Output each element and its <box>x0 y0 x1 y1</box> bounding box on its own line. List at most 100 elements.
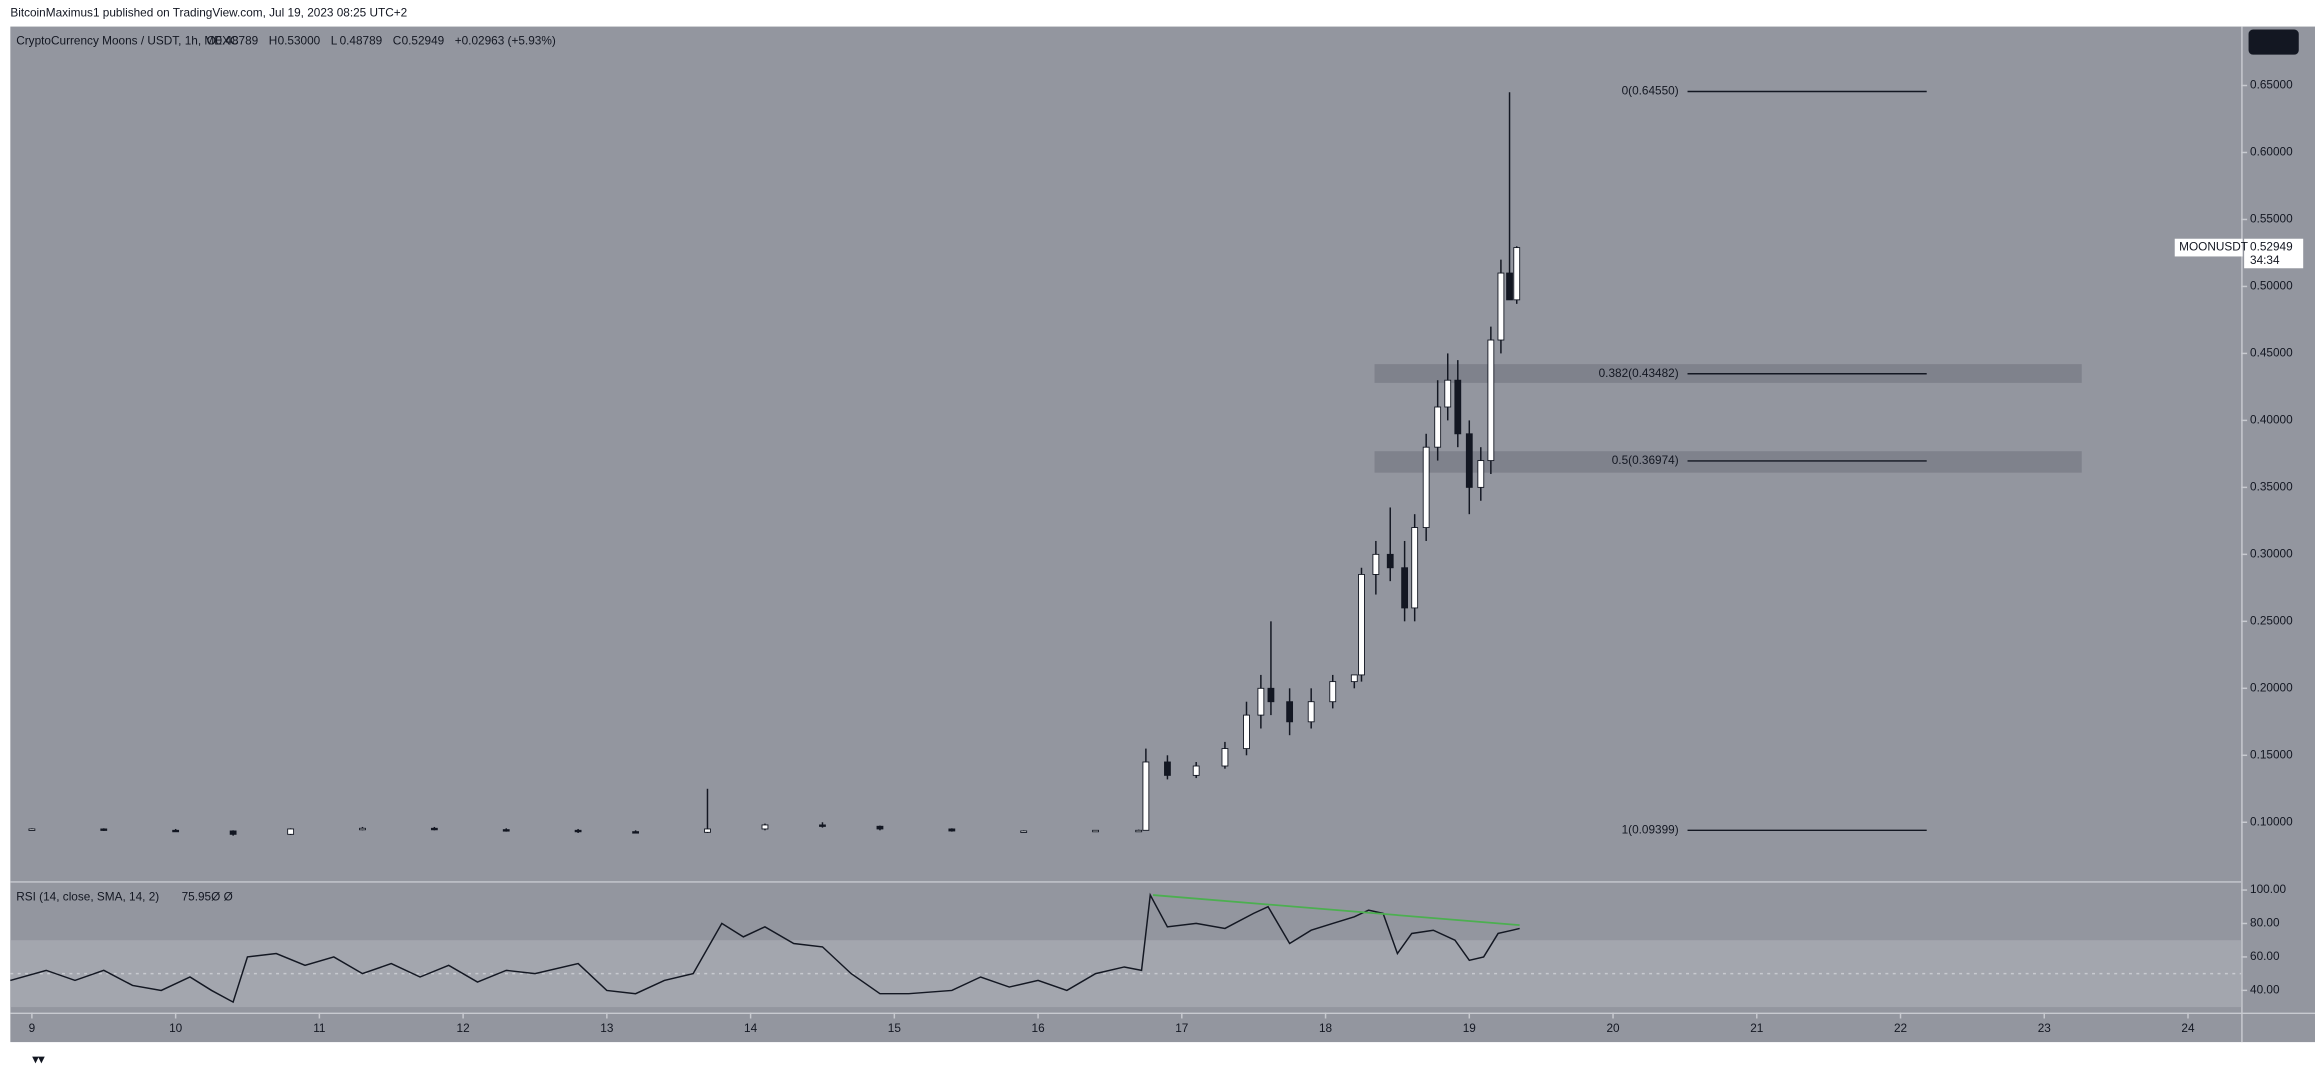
toolbar-button[interactable] <box>2248 29 2299 55</box>
y-tick-label: 0.40000 <box>2250 413 2293 427</box>
x-tick-label: 17 <box>1175 1021 1188 1035</box>
rsi-line <box>10 892 1520 1004</box>
fib-label: 0.5(0.36974) <box>1612 453 1679 467</box>
rsi-title: RSI (14, close, SMA, 14, 2) <box>16 890 159 904</box>
attribution: BitcoinMaximus1 published on TradingView… <box>10 5 407 19</box>
candle-body <box>359 827 366 831</box>
x-tick-label: 16 <box>1032 1021 1046 1035</box>
ohlc-legend-item: +0.02963 (+5.93%) <box>455 33 556 47</box>
y-tick-label: 0.30000 <box>2250 546 2293 560</box>
ohlc-legend-item: H <box>269 33 278 47</box>
candle-body <box>502 829 510 832</box>
fib-label: 0(0.64550) <box>1622 84 1679 98</box>
candle-body <box>287 828 295 835</box>
rsi-last-value: 75.95 <box>182 890 212 904</box>
candle-body <box>1386 553 1394 569</box>
price-tag-price: 0.52949 <box>2250 240 2293 254</box>
candle-body <box>1020 830 1028 833</box>
candle-body <box>1135 829 1143 833</box>
candle-body <box>28 828 36 831</box>
candle-body <box>100 828 108 831</box>
candle-body <box>1513 247 1521 301</box>
candle-body <box>574 829 582 833</box>
candle-body <box>1221 748 1229 767</box>
candle-body <box>1092 829 1099 833</box>
fib-label: 0.382(0.43482) <box>1599 366 1679 380</box>
y-tick-label: 80.00 <box>2250 916 2280 930</box>
symbol-tag-box <box>2174 238 2243 257</box>
price-tag-box <box>2244 238 2304 269</box>
y-tick-label: 0.25000 <box>2250 613 2293 627</box>
candle-body <box>704 828 711 833</box>
x-tick-label: 18 <box>1319 1021 1333 1035</box>
x-tick-label: 23 <box>2038 1021 2052 1035</box>
x-tick-label: 12 <box>457 1021 470 1035</box>
candle-body <box>1307 701 1315 723</box>
candle-body <box>172 829 180 833</box>
ohlc-legend-item: C <box>393 33 402 47</box>
candle-body <box>948 828 956 832</box>
candle-body <box>1422 446 1430 529</box>
candle-body <box>1267 687 1275 703</box>
y-tick-label: 0.35000 <box>2250 479 2293 493</box>
candle-body <box>1243 714 1250 750</box>
x-tick-label: 10 <box>169 1021 183 1035</box>
ohlc-legend-item: O <box>207 33 216 47</box>
y-tick-label: 0.20000 <box>2250 680 2293 694</box>
ohlc-legend-item: 0.48789 <box>340 33 383 47</box>
y-tick-label: 0.65000 <box>2250 78 2293 92</box>
y-tick-label: 60.00 <box>2250 949 2280 963</box>
candle-body <box>1506 272 1513 301</box>
candle-body <box>1350 674 1358 683</box>
candle-body <box>1487 339 1495 462</box>
candle-body <box>1358 574 1365 676</box>
ohlc-legend-item: L <box>331 33 338 47</box>
ohlc-legend-item: 0.52949 <box>402 33 445 47</box>
candle-body <box>1465 433 1473 488</box>
candle-body <box>761 824 769 830</box>
candle-body <box>1192 765 1200 776</box>
x-tick-label: 11 <box>313 1021 325 1035</box>
y-tick-label: 0.60000 <box>2250 145 2293 159</box>
candle-body <box>1401 567 1409 609</box>
y-tick-label: 0.10000 <box>2250 814 2293 828</box>
y-tick-label: 100.00 <box>2250 882 2287 896</box>
candle-body <box>632 831 639 834</box>
x-tick-label: 14 <box>744 1021 758 1035</box>
chart-area <box>10 26 2315 1043</box>
x-tick-label: 13 <box>600 1021 614 1035</box>
y-tick-label: 0.50000 <box>2250 279 2293 293</box>
x-tick-label: 19 <box>1463 1021 1476 1035</box>
candle-body <box>1411 527 1419 609</box>
x-tick-label: 9 <box>29 1021 36 1035</box>
candle-body <box>1257 687 1265 716</box>
candle-body <box>819 824 826 827</box>
y-tick-label: 40.00 <box>2250 982 2280 996</box>
rsi-extra: Ø Ø <box>211 890 233 904</box>
candle-body <box>1286 701 1294 723</box>
candle-body <box>430 827 438 831</box>
y-tick-label: 0.15000 <box>2250 747 2293 761</box>
candle-body <box>1444 379 1452 408</box>
candle-body <box>229 830 237 835</box>
symbol-title: CryptoCurrency Moons / USDT, 1h, MEXC <box>16 33 239 47</box>
price-tag-countdown: 34:34 <box>2250 253 2280 267</box>
candle-body <box>1329 681 1337 703</box>
y-tick-label: 0.45000 <box>2250 346 2293 360</box>
symbol-tag: MOONUSDT <box>2179 240 2248 254</box>
x-tick-label: 24 <box>2181 1021 2195 1035</box>
candle-body <box>1164 761 1171 776</box>
candle-body <box>1142 761 1150 831</box>
candle-body <box>1497 272 1505 341</box>
ohlc-legend-item: 0.53000 <box>278 33 321 47</box>
trendline <box>1152 894 1520 927</box>
candle-body <box>1454 379 1462 435</box>
x-tick-label: 20 <box>1606 1021 1620 1035</box>
x-tick-label: 22 <box>1894 1021 1907 1035</box>
candle-body <box>1477 460 1485 488</box>
fib-label: 1(0.09399) <box>1622 822 1679 836</box>
candle-body <box>876 825 884 830</box>
x-tick-label: 15 <box>888 1021 902 1035</box>
